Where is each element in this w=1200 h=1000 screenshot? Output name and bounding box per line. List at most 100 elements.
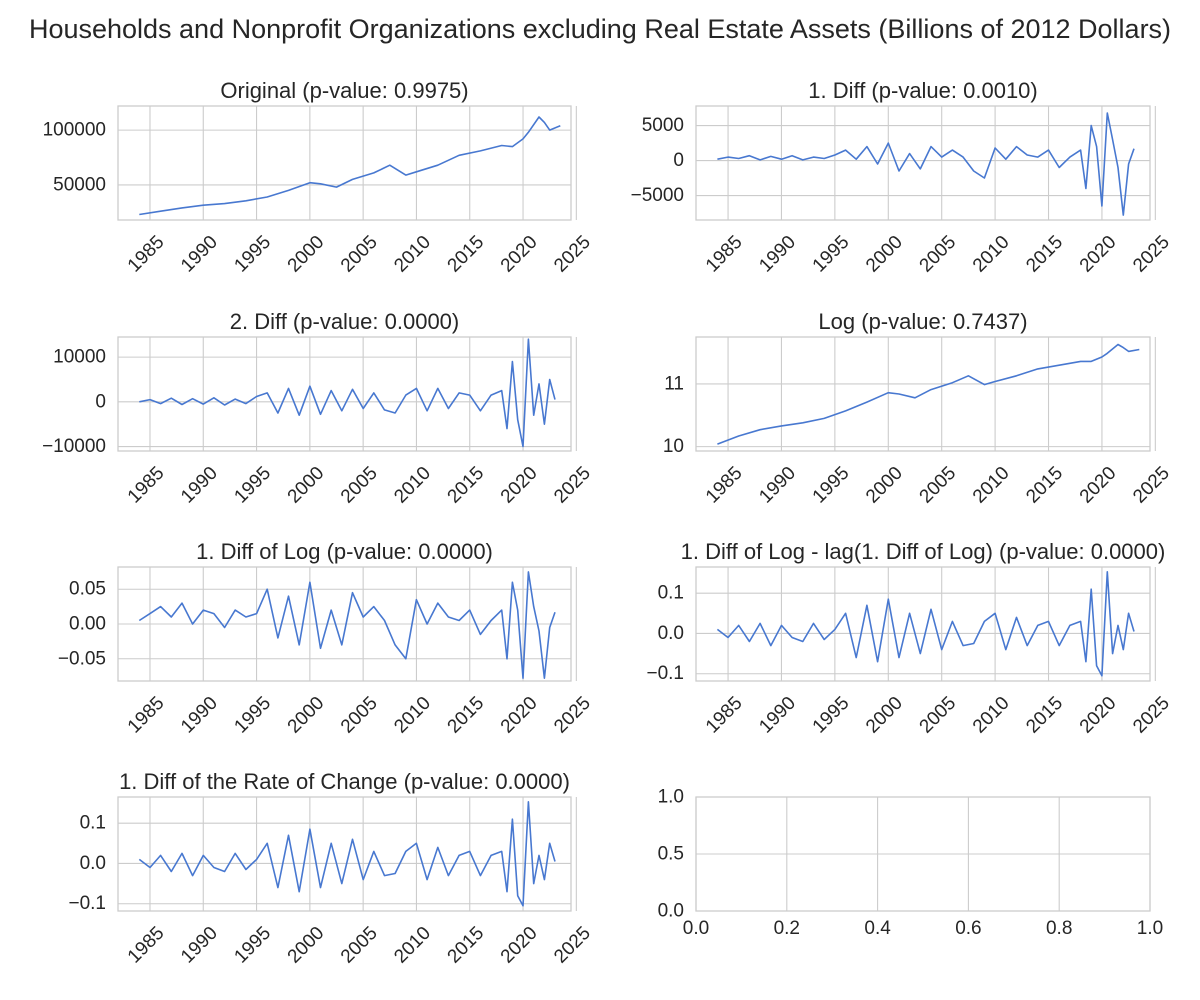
x-tick-label: 2005 [337, 232, 382, 277]
x-tick-label: 2010 [390, 923, 435, 968]
y-tick-label: 0 [95, 391, 106, 412]
subplot-title: 1. Diff of Log (p-value: 0.0000) [196, 539, 493, 564]
plot-area [118, 797, 571, 911]
x-tick-label: 2025 [550, 463, 595, 508]
y-tick-label: −0.05 [58, 648, 106, 669]
x-tick-label: 2020 [1076, 693, 1121, 738]
x-tick-label: 1995 [230, 693, 275, 738]
x-tick-label: 1995 [230, 923, 275, 968]
series-line [716, 570, 1135, 677]
x-tick-label: 2020 [497, 923, 542, 968]
x-tick-label: 2005 [337, 463, 382, 508]
x-tick-label: 1990 [755, 693, 800, 738]
subplot-7: 1985 1990 1995 2000 2005 2010 2015 2020 2025 −0.1… [68, 769, 594, 967]
x-tick-label: 2015 [1022, 232, 1067, 277]
x-tick-label: 1985 [124, 693, 169, 738]
x-tick-label: 1990 [755, 463, 800, 508]
x-tick-label: 2015 [1022, 693, 1067, 738]
series-line [138, 571, 556, 680]
x-tick-label: 2020 [497, 232, 542, 277]
x-tick-label: 2010 [390, 693, 435, 738]
x-tick-label: 2000 [284, 693, 329, 738]
x-tick-label: 0.2 [774, 918, 800, 939]
x-tick-label: 2000 [284, 923, 329, 968]
y-tick-label: 1.0 [658, 787, 684, 808]
y-tick-label: 100000 [43, 120, 106, 141]
subplot-title: Original (p-value: 0.9975) [220, 78, 468, 103]
axes-frame [117, 105, 572, 221]
y-tick-label: −10000 [42, 436, 106, 457]
x-tick-label: 2015 [1022, 463, 1067, 508]
y-tick-label: 50000 [53, 174, 106, 195]
x-tick-label: 1995 [809, 232, 854, 277]
plot-area [118, 337, 571, 451]
x-tick-label: 1985 [702, 463, 747, 508]
y-tick-label: 0.05 [69, 579, 106, 600]
series-line [139, 338, 556, 448]
y-tick-label: 10 [663, 436, 684, 457]
x-tick-label: 2005 [337, 693, 382, 738]
axes-frame [695, 796, 1151, 912]
x-tick-label: 2020 [1076, 463, 1121, 508]
y-tick-label: 0.1 [80, 813, 106, 834]
x-tick-label: 2005 [916, 463, 961, 508]
x-tick-label: 2020 [1076, 232, 1121, 277]
y-tick-label: 0.0 [80, 853, 106, 874]
x-tick-label: 2000 [862, 693, 907, 738]
x-tick-label: 2015 [444, 693, 489, 738]
x-tick-label: 0.0 [683, 918, 709, 939]
x-tick-label: 2000 [862, 232, 907, 277]
x-tick-label: 1995 [230, 463, 275, 508]
x-tick-label: 2025 [1129, 693, 1174, 738]
x-tick-label: 1995 [809, 693, 854, 738]
x-tick-label: 2010 [390, 463, 435, 508]
axes-frame [695, 105, 1151, 221]
subplot-4: 1985 1990 1995 2000 2005 2010 2015 2020 2025 10 11… [663, 309, 1174, 507]
plot-area [696, 567, 1150, 681]
y-tick-label: 10000 [53, 347, 106, 368]
subplot-5: 1985 1990 1995 2000 2005 2010 2015 2020 2025 −0.0… [58, 539, 595, 737]
subplot-title: 2. Diff (p-value: 0.0000) [230, 309, 460, 334]
subplot-title: 1. Diff of Log - lag(1. Diff of Log) (p-… [681, 539, 1166, 564]
series-line [138, 800, 556, 907]
axes-frame [695, 336, 1151, 452]
x-tick-label: 2010 [390, 232, 435, 277]
axes-frame [695, 566, 1151, 682]
subplot-1: 1985 1990 1995 2000 2005 2010 2015 2020 2025 5000… [43, 78, 595, 276]
subplot-title: 1. Diff (p-value: 0.0010) [808, 78, 1038, 103]
x-tick-label: 1985 [124, 463, 169, 508]
x-tick-label: 1990 [177, 232, 222, 277]
x-tick-label: 1990 [755, 232, 800, 277]
y-tick-label: −0.1 [646, 663, 684, 684]
x-tick-label: 2015 [444, 463, 489, 508]
x-tick-label: 2005 [337, 923, 382, 968]
x-tick-label: 0.4 [864, 918, 891, 939]
subplot-6: 1985 1990 1995 2000 2005 2010 2015 2020 2025 −0.1… [646, 539, 1173, 737]
y-tick-label: 0.00 [69, 614, 106, 635]
series-line [717, 112, 1135, 216]
x-tick-label: 2025 [550, 923, 595, 968]
axes-frame [117, 336, 572, 452]
x-tick-label: 1.0 [1137, 918, 1163, 939]
x-tick-label: 1990 [177, 693, 222, 738]
x-tick-label: 1995 [809, 463, 854, 508]
y-tick-label: 0.0 [658, 623, 684, 644]
y-tick-label: 0.5 [658, 844, 684, 865]
y-tick-label: 0.1 [658, 583, 684, 604]
x-tick-label: 2010 [969, 463, 1014, 508]
x-tick-label: 1985 [702, 693, 747, 738]
figure-title: Households and Nonprofit Organizations e… [28, 14, 1172, 44]
y-tick-label: −5000 [631, 185, 684, 206]
subplot-title: Log (p-value: 0.7437) [818, 309, 1027, 334]
x-tick-label: 1985 [124, 232, 169, 277]
x-tick-label: 2010 [969, 693, 1014, 738]
y-tick-label: 5000 [642, 115, 684, 136]
x-tick-label: 0.6 [955, 918, 981, 939]
plot-area [118, 106, 571, 220]
x-tick-label: 2000 [862, 463, 907, 508]
x-tick-label: 2015 [444, 923, 489, 968]
x-tick-label: 2025 [550, 232, 595, 277]
x-tick-label: 1985 [702, 232, 747, 277]
x-tick-label: 2005 [916, 693, 961, 738]
